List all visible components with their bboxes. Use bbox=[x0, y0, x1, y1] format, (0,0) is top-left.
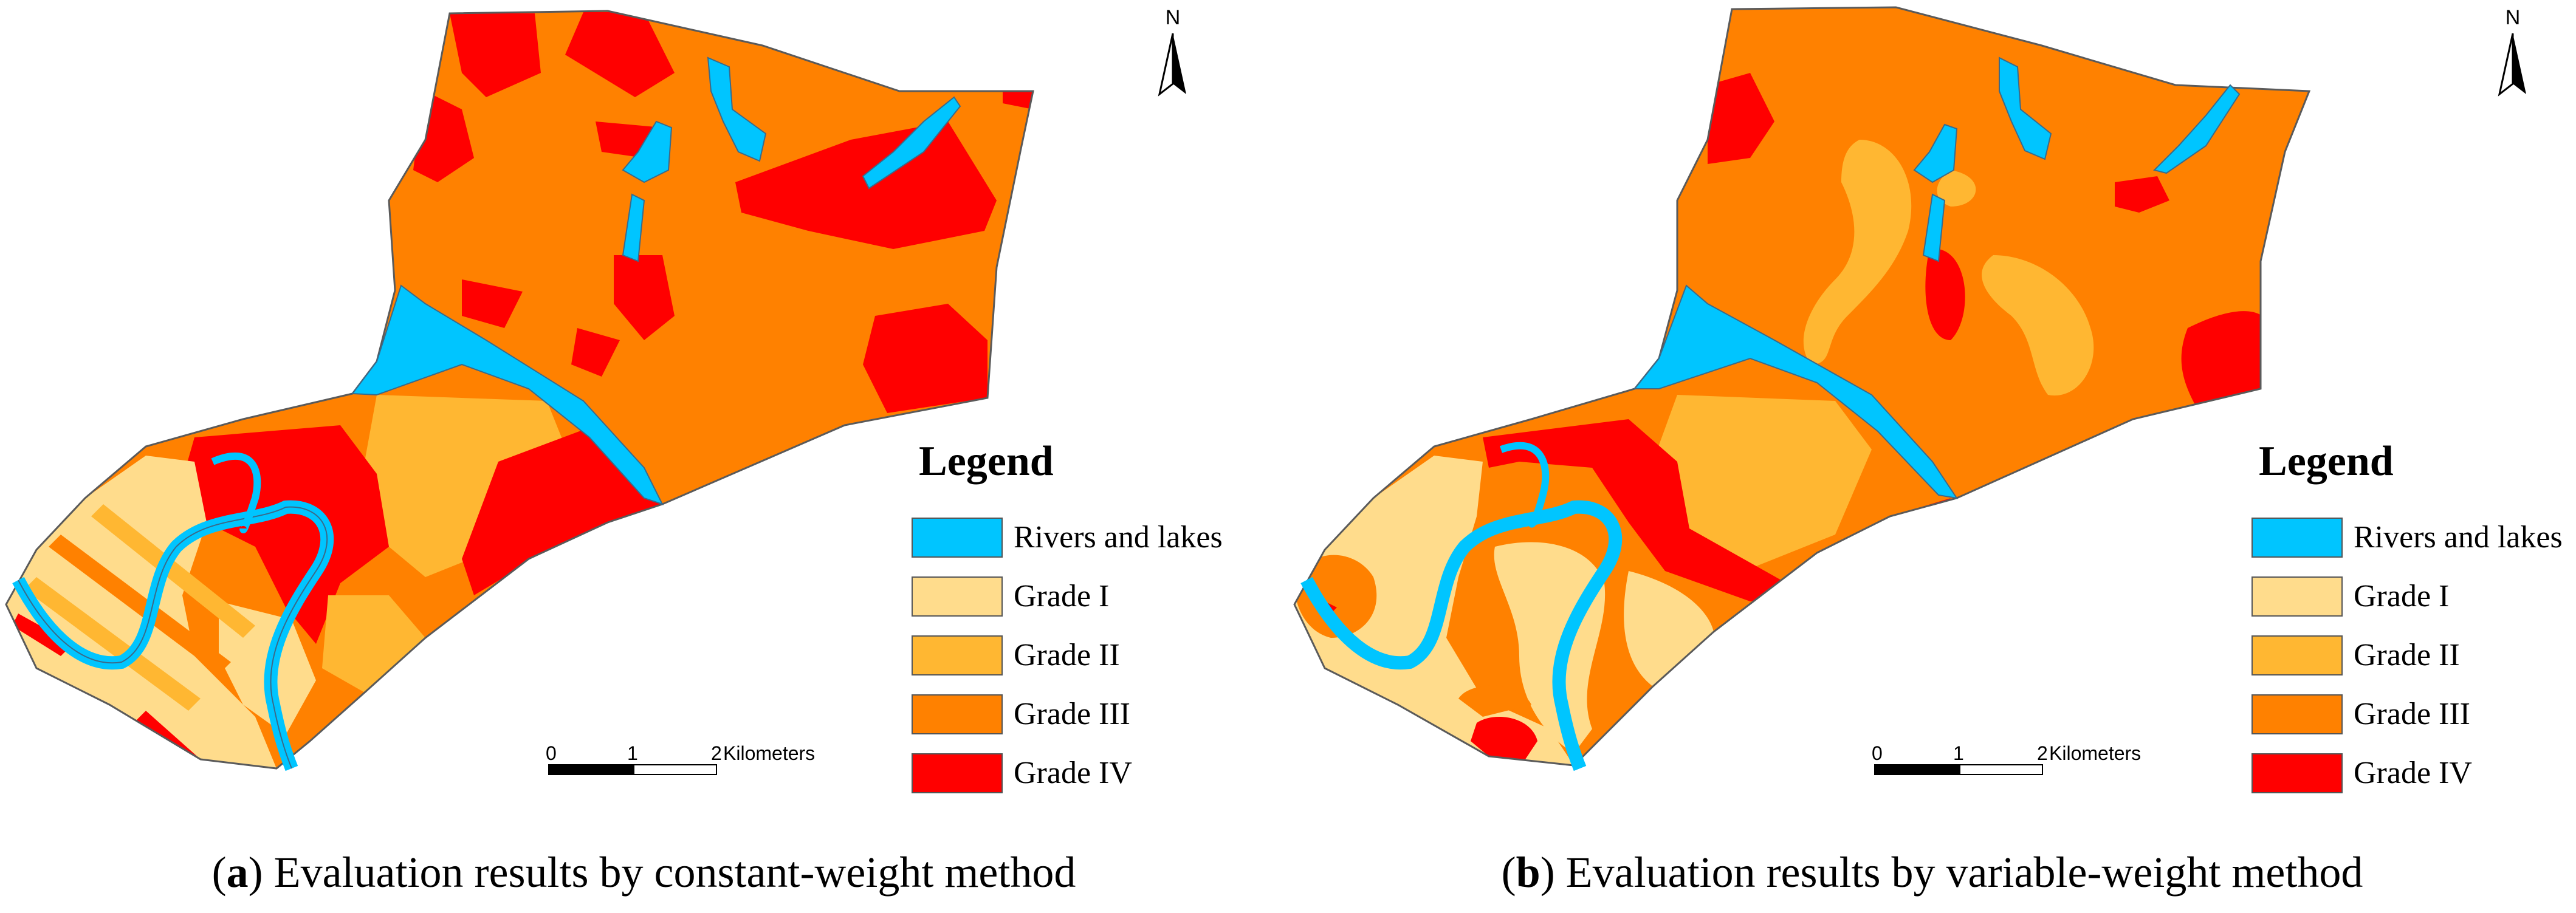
map-b bbox=[1293, 6, 2311, 771]
legend-label: Rivers and lakes bbox=[1014, 520, 1223, 555]
caption-text: Evaluation results by constant-weight me… bbox=[273, 848, 1076, 897]
caption-a: (a) Evaluation results by constant-weigh… bbox=[211, 848, 1076, 897]
legend-item-grade-i: Grade I bbox=[2251, 567, 2576, 626]
scale-bar: 0 1 2 Kilometers bbox=[546, 742, 850, 779]
legend-item-grade-ii: Grade II bbox=[2251, 626, 2576, 685]
legend-swatch bbox=[2251, 517, 2343, 558]
legend-label: Grade IV bbox=[2354, 756, 2472, 790]
legend-swatch bbox=[2251, 694, 2343, 734]
legend-label: Rivers and lakes bbox=[2354, 520, 2563, 555]
north-arrow: N bbox=[1149, 6, 1197, 97]
scale-segment-empty bbox=[633, 764, 717, 775]
scale-tick-2: 2 bbox=[711, 742, 722, 764]
legend-item-rivers: Rivers and lakes bbox=[2251, 508, 2576, 567]
legend-label: Grade II bbox=[2354, 638, 2460, 672]
legend-swatch bbox=[912, 635, 1003, 675]
caption-text: Evaluation results by variable-weight me… bbox=[1565, 848, 2363, 897]
north-arrow: N bbox=[2488, 6, 2537, 97]
legend-swatch bbox=[912, 517, 1003, 558]
scale-segment-filled bbox=[548, 764, 633, 775]
legend-swatch bbox=[2251, 635, 2343, 675]
scale-bar: 0 1 2 Kilometers bbox=[1872, 742, 2176, 779]
legend-title: Legend bbox=[2259, 438, 2394, 485]
legend-item-grade-iv: Grade IV bbox=[912, 744, 1276, 802]
map-a bbox=[5, 10, 1034, 771]
legend-label: Grade IV bbox=[1014, 756, 1132, 790]
legend-title: Legend bbox=[919, 438, 1054, 485]
legend-label: Grade III bbox=[1014, 697, 1130, 731]
legend: Legend Rivers and lakes Grade I Grade II… bbox=[912, 437, 1276, 802]
scale-tick-2: 2 bbox=[2037, 742, 2048, 764]
panel-b: N Legend Rivers and lakes Grade I Grade … bbox=[1288, 0, 2576, 913]
north-label: N bbox=[1165, 6, 1181, 29]
legend-item-grade-iv: Grade IV bbox=[2251, 744, 2576, 802]
panel-a: N Legend Rivers and lakes Grade I Grade … bbox=[5, 6, 1276, 897]
legend-item-grade-iii: Grade III bbox=[2251, 685, 2576, 744]
caption-letter: b bbox=[1516, 848, 1540, 897]
scale-segment-empty bbox=[1959, 764, 2043, 775]
north-label: N bbox=[2505, 6, 2521, 29]
scale-tick-0: 0 bbox=[546, 742, 557, 764]
scale-tick-1: 1 bbox=[1953, 742, 1964, 764]
legend-swatch bbox=[912, 694, 1003, 734]
legend-swatch bbox=[912, 753, 1003, 793]
legend-swatch bbox=[912, 576, 1003, 617]
legend-label: Grade I bbox=[2354, 579, 2450, 614]
legend-label: Grade III bbox=[2354, 697, 2470, 731]
north-arrow-icon bbox=[1158, 33, 1186, 97]
legend-swatch bbox=[2251, 753, 2343, 793]
legend-item-rivers: Rivers and lakes bbox=[912, 508, 1276, 567]
legend-swatch bbox=[2251, 576, 2343, 617]
legend-label: Grade I bbox=[1014, 579, 1110, 614]
scale-tick-0: 0 bbox=[1872, 742, 1883, 764]
legend-item-grade-i: Grade I bbox=[912, 567, 1276, 626]
scale-unit: Kilometers bbox=[2049, 742, 2142, 764]
legend-item-grade-iii: Grade III bbox=[912, 685, 1276, 744]
scale-segment-filled bbox=[1874, 764, 1959, 775]
legend-label: Grade II bbox=[1014, 638, 1120, 672]
north-arrow-icon bbox=[2498, 33, 2526, 97]
caption-b: (b) Evaluation results by variable-weigh… bbox=[1501, 848, 2363, 897]
caption-letter: a bbox=[226, 848, 249, 897]
legend: Legend Rivers and lakes Grade I Grade II… bbox=[2251, 437, 2576, 802]
scale-tick-1: 1 bbox=[627, 742, 638, 764]
legend-item-grade-ii: Grade II bbox=[912, 626, 1276, 685]
scale-unit: Kilometers bbox=[723, 742, 816, 764]
